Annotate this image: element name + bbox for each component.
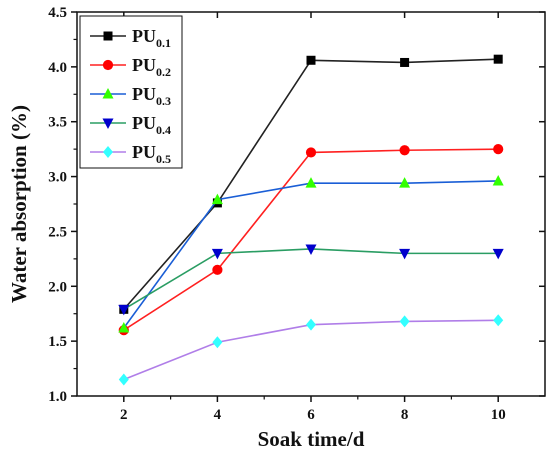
x-tick-label: 4 xyxy=(214,407,222,423)
data-point xyxy=(118,321,130,333)
legend-label: PU0.4 xyxy=(132,113,171,137)
x-tick-label: 6 xyxy=(307,407,315,423)
x-tick-label: 10 xyxy=(491,407,506,423)
series-pu-0_2 xyxy=(118,144,504,336)
series-line xyxy=(123,248,499,311)
data-point xyxy=(399,315,410,328)
series-pu-0_5 xyxy=(118,314,504,386)
y-tick-label: 3.5 xyxy=(48,115,67,131)
data-point xyxy=(211,248,223,260)
legend-label-subscript: 0.1 xyxy=(156,36,171,50)
legend-label-main: PU xyxy=(132,113,156,133)
series-line xyxy=(123,148,499,331)
x-tick-label: 2 xyxy=(120,407,128,423)
series-pu-0_4 xyxy=(118,244,504,316)
legend-label-main: PU xyxy=(132,84,156,104)
legend-box xyxy=(79,15,183,169)
data-point xyxy=(492,174,504,186)
y-tick-label: 1.0 xyxy=(48,389,67,405)
series-pu-0_3 xyxy=(118,174,504,333)
legend-swatch-marker xyxy=(103,146,113,158)
legend-item: PU0.5 xyxy=(90,142,171,166)
data-point xyxy=(492,248,504,260)
data-point xyxy=(399,177,411,188)
data-point xyxy=(493,54,503,64)
data-point xyxy=(306,318,316,331)
legend-swatch-marker xyxy=(102,59,114,71)
y-tick-label: 2.0 xyxy=(48,279,67,295)
legend-swatch-marker xyxy=(103,31,113,41)
legend-label-subscript: 0.4 xyxy=(156,123,171,137)
legend-swatch-marker xyxy=(102,88,114,99)
data-point xyxy=(305,147,317,158)
data-point xyxy=(212,336,223,349)
data-point xyxy=(212,264,223,275)
x-tick-label: 8 xyxy=(401,407,409,423)
legend-label-subscript: 0.3 xyxy=(156,94,171,108)
x-axis-title: Soak time/d xyxy=(258,427,365,451)
legend-item: PU0.3 xyxy=(90,84,171,108)
legend-label: PU0.1 xyxy=(132,26,171,50)
y-tick-label: 3.0 xyxy=(48,170,67,186)
legend-label-main: PU xyxy=(132,55,156,75)
data-point xyxy=(399,248,411,260)
data-point xyxy=(306,55,316,65)
y-tick-label: 1.5 xyxy=(48,334,67,350)
data-point xyxy=(118,373,129,386)
legend-item: PU0.1 xyxy=(90,26,171,50)
y-axis-title: Water absorption (%) xyxy=(7,105,31,303)
legend-label-main: PU xyxy=(132,142,156,162)
data-point xyxy=(493,144,504,155)
data-point xyxy=(305,177,317,188)
legend-item: PU0.4 xyxy=(90,113,171,137)
data-point xyxy=(493,314,504,327)
legend-label-subscript: 0.5 xyxy=(156,152,171,166)
legend-label: PU0.3 xyxy=(132,84,171,108)
legend-item: PU0.2 xyxy=(90,55,171,79)
y-tick-label: 4.0 xyxy=(48,60,67,76)
legend-label-main: PU xyxy=(132,26,156,46)
data-point xyxy=(305,244,317,255)
legend-label-subscript: 0.2 xyxy=(156,65,171,79)
data-point xyxy=(118,304,130,316)
data-point xyxy=(400,57,410,67)
data-point xyxy=(211,193,223,205)
legend-swatch-marker xyxy=(102,118,114,129)
data-point xyxy=(399,145,410,156)
legend-label: PU0.2 xyxy=(132,55,171,79)
y-tick-label: 2.5 xyxy=(48,224,67,240)
legend-label: PU0.5 xyxy=(132,142,171,166)
y-tick-label: 4.5 xyxy=(48,5,67,21)
